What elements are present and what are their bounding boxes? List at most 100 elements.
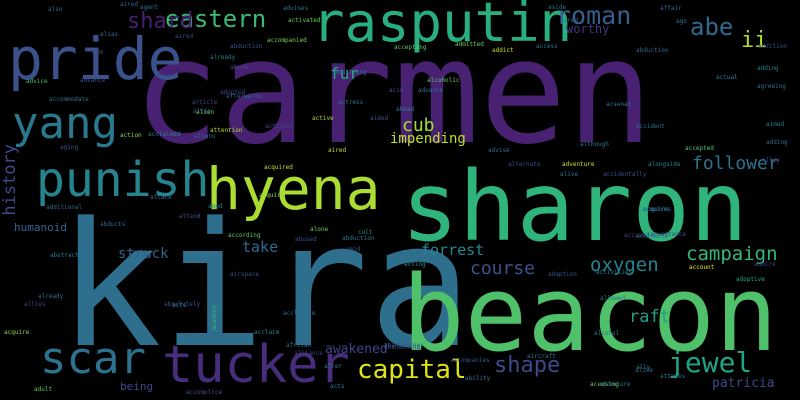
word-small: advance <box>418 87 444 94</box>
word-small: acid <box>389 87 404 94</box>
word-small: advise <box>488 147 510 154</box>
word-raft: raft <box>629 307 670 327</box>
word-small: abduction <box>230 43 263 50</box>
word-small: accommodate <box>49 96 89 103</box>
word-small: access <box>536 43 558 50</box>
word-small: aliens <box>194 133 216 140</box>
word-small: acclaim <box>254 329 280 336</box>
word-small: admitted <box>455 41 484 48</box>
word-small: addition <box>758 43 787 50</box>
word-small: admitting <box>334 69 367 76</box>
word-small: adopted <box>220 89 246 96</box>
word-small: action <box>120 132 142 139</box>
word-small: accompanies <box>450 357 490 364</box>
word-small: abduction <box>342 235 375 242</box>
word-small: alliance <box>294 350 323 357</box>
word-small: ally <box>636 364 651 371</box>
word-small: abandoning <box>384 342 421 349</box>
word-small: acquired <box>264 164 293 171</box>
word-campaign: campaign <box>686 243 778 265</box>
word-small: advice <box>26 78 48 85</box>
word-abe: abe <box>690 13 734 41</box>
word-small: admire <box>754 261 776 268</box>
word-small: attack <box>150 194 172 201</box>
word-small: article <box>192 99 218 106</box>
word-small: although <box>580 141 609 148</box>
word-small: arsenal <box>606 101 632 108</box>
word-small: acts <box>330 383 345 390</box>
word-small: acclaimed <box>148 131 181 138</box>
word-small: abstract <box>50 252 79 259</box>
word-small: abducts <box>100 221 126 228</box>
word-small: accusing <box>590 381 619 388</box>
word-small: alongside <box>648 161 681 168</box>
word-shape: shape <box>494 353 561 378</box>
word-hyena: hyena <box>206 155 381 223</box>
word-small: ahead <box>396 106 415 113</box>
word-small: abused <box>295 236 317 243</box>
word-small: alien <box>193 108 212 115</box>
word-small: advance <box>80 77 106 84</box>
word-small: amid <box>346 246 361 253</box>
word-small: actual <box>716 74 738 81</box>
word-follower: follower <box>692 153 779 174</box>
word-awakened: awakened <box>325 342 388 357</box>
word-small: adventure <box>562 161 595 168</box>
word-small: adding <box>757 65 779 72</box>
word-rasputin: rasputin <box>312 0 573 54</box>
word-shard: shard <box>127 9 194 34</box>
word-small: alone <box>310 226 329 233</box>
word-small: account <box>689 264 715 271</box>
word-being: being <box>120 380 154 393</box>
word-small: absolutely <box>164 301 201 308</box>
word-small: addict <box>492 47 514 54</box>
word-small: ago <box>676 18 687 25</box>
word-small: acting <box>404 261 426 268</box>
word-small: aired <box>175 33 194 40</box>
word-yang: yang <box>12 98 118 149</box>
word-small: aim <box>92 49 103 56</box>
word-small: alcoholic <box>427 77 460 84</box>
word-jewel: jewel <box>668 346 753 379</box>
word-small: accidentally <box>603 171 647 178</box>
word-small: allies <box>24 301 46 308</box>
word-small: acquire <box>643 206 669 213</box>
word-small: attacks <box>660 373 686 380</box>
word-small: aside <box>548 4 567 11</box>
word-carmen: carmen <box>133 8 654 176</box>
word-small: accident <box>636 123 665 130</box>
word-worthy: worthy <box>566 22 610 36</box>
word-small: alternate <box>508 161 541 168</box>
word-small: abduction <box>636 47 669 54</box>
word-small: accused <box>624 232 650 239</box>
word-small: acquire <box>4 329 30 336</box>
word-small: aging <box>60 144 79 151</box>
word-small: actress <box>338 99 364 106</box>
word-capital: capital <box>357 355 467 385</box>
word-small: affair <box>660 5 682 12</box>
word-small: accepted <box>685 145 714 152</box>
word-small: accompanied <box>267 37 307 44</box>
word-small: agent <box>140 4 159 11</box>
word-small: aimed <box>766 121 785 128</box>
word-pride: pride <box>8 25 183 93</box>
word-small: allowed <box>600 295 626 302</box>
word-tucker: tucker <box>162 335 350 395</box>
word-small: additional <box>46 204 83 211</box>
word-small: alley <box>762 157 781 164</box>
word-small: aired <box>120 1 139 8</box>
word-small: adventure <box>598 381 631 388</box>
word-small: abuse <box>230 64 249 71</box>
word-cub: cub <box>402 115 435 136</box>
word-small: african <box>286 342 312 349</box>
word-small: agreeing <box>757 83 786 90</box>
word-small: accomplice <box>186 389 223 396</box>
word-small: acts <box>172 302 187 309</box>
word-small: aged <box>208 203 223 210</box>
word-small: acceptance <box>650 231 687 238</box>
word-small: activated <box>288 17 321 24</box>
word-eastern: eastern <box>165 5 267 33</box>
word-punish: punish <box>36 152 210 208</box>
word-small: airspace <box>230 271 259 278</box>
